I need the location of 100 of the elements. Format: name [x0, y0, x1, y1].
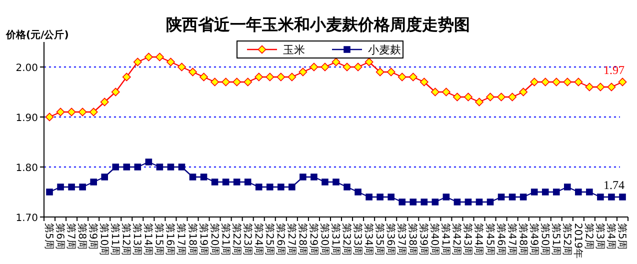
point: [200, 174, 208, 180]
point: [508, 194, 516, 200]
x-tick-label: 第48周: [516, 223, 529, 256]
y-tick-label: 1.90: [16, 113, 38, 124]
point: [498, 194, 505, 200]
point: [586, 188, 593, 196]
point: [178, 62, 186, 72]
x-tick-label: 第40周: [428, 223, 441, 256]
point: [332, 178, 340, 186]
point: [508, 92, 516, 102]
x-tick-label: 第4周: [604, 223, 617, 250]
point: [89, 108, 98, 116]
point: [211, 178, 218, 186]
point: [530, 188, 538, 196]
legend-label: 玉米: [283, 44, 305, 56]
chart-title: 陕西省近一年玉米和小麦麸价格周度走势图: [166, 15, 470, 34]
x-tick-label: 第38周: [406, 223, 419, 256]
point: [200, 72, 208, 82]
x-tick-label: 第12周: [120, 223, 132, 256]
x-tick-label: 第24周: [252, 223, 264, 256]
y-axis-title: 价格(元/公斤): [5, 29, 69, 41]
point: [276, 72, 286, 82]
x-tick-label: 第34周: [362, 223, 375, 256]
x-tick-label: 第42周: [450, 223, 463, 256]
point: [564, 184, 571, 190]
x-tick-label: 第39周: [418, 223, 430, 256]
x-tick-label: 第27周: [285, 223, 298, 256]
x-tick-label: 第17周: [175, 223, 188, 256]
x-tick-label: 第10周: [98, 223, 110, 256]
point: [574, 78, 583, 86]
x-tick-label: 第5周: [616, 223, 628, 250]
point: [541, 78, 550, 86]
x-tick-label: 第14周: [142, 223, 154, 256]
x-tick-label: 第8周: [76, 223, 88, 250]
point: [232, 78, 242, 86]
point: [278, 184, 284, 190]
point: [166, 58, 175, 66]
point: [244, 178, 252, 186]
point: [585, 82, 594, 92]
point: [144, 52, 153, 62]
point: [354, 188, 362, 196]
point: [266, 72, 274, 82]
point: [134, 164, 142, 170]
x-tick-label: 第33周: [352, 223, 364, 256]
point: [486, 198, 494, 206]
point: [530, 78, 539, 86]
point: [464, 198, 472, 206]
point: [79, 184, 86, 190]
point: [408, 72, 418, 82]
point: [618, 78, 627, 86]
point: [607, 82, 616, 92]
x-tick-label: 第44周: [472, 223, 485, 256]
point: [46, 188, 53, 196]
data-label: 1.74: [603, 178, 624, 192]
x-tick-label: 2019年: [572, 223, 584, 258]
x-tick-label: 第7周: [65, 223, 78, 250]
point: [398, 72, 406, 82]
point: [376, 194, 384, 200]
point: [266, 184, 274, 190]
point: [100, 98, 109, 106]
point: [255, 184, 262, 190]
x-tick-label: 第20周: [208, 223, 220, 256]
point: [486, 92, 494, 102]
x-tick-label: 第46周: [494, 223, 507, 256]
point: [453, 92, 462, 102]
point: [442, 88, 450, 96]
point: [497, 92, 506, 102]
x-tick-label: 第9周: [87, 223, 100, 250]
point: [56, 108, 65, 116]
point: [575, 188, 582, 196]
point: [156, 164, 164, 170]
x-tick-label: 第41周: [440, 223, 452, 256]
point: [520, 194, 527, 200]
point: [420, 198, 428, 206]
x-tick-label: 第18周: [186, 223, 198, 256]
point: [420, 78, 428, 86]
x-tick-label: 第35周: [374, 223, 386, 256]
point: [78, 108, 87, 116]
x-tick-label: 第6周: [54, 223, 66, 250]
point: [398, 198, 406, 206]
point: [430, 88, 440, 96]
x-tick-label: 第22周: [230, 223, 242, 256]
point: [167, 164, 174, 170]
point: [45, 112, 54, 122]
point: [68, 184, 75, 190]
x-tick-label: 第5周: [43, 223, 56, 250]
point: [233, 178, 240, 186]
point: [475, 98, 484, 106]
y-tick-label: 2.00: [16, 63, 38, 74]
point: [552, 188, 560, 196]
point: [310, 174, 318, 180]
x-tick-label: 第47周: [506, 223, 518, 256]
point: [222, 78, 230, 86]
point: [122, 72, 131, 82]
x-tick-label: 第50周: [538, 223, 551, 256]
point: [133, 58, 142, 66]
point: [552, 78, 561, 86]
point: [597, 194, 604, 200]
x-tick-label: 第36周: [384, 223, 397, 256]
point: [442, 194, 450, 200]
